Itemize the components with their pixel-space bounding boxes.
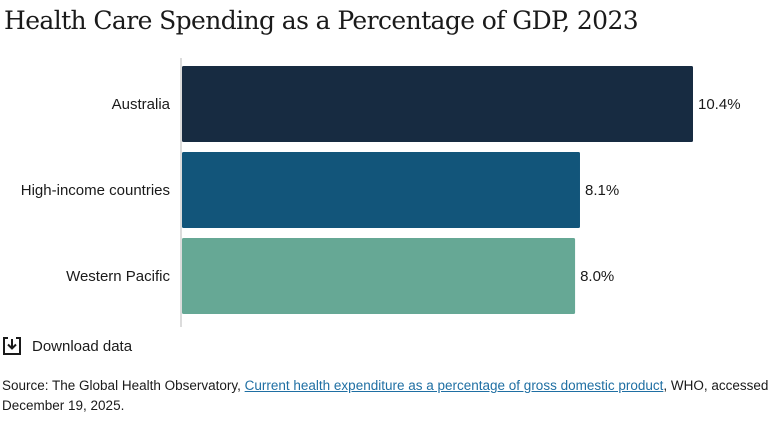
value-label: 8.0% bbox=[580, 268, 614, 285]
source-suffix: , WHO, accessed December 19, 2025. bbox=[2, 378, 769, 413]
bar-chart: Australia 10.4% High-income countries 8.1% W… bbox=[21, 58, 741, 327]
chart-title: Health Care Spending as a Percentage of … bbox=[4, 6, 639, 35]
source-link[interactable]: Current health expenditure as a percenta… bbox=[244, 378, 664, 393]
download-icon bbox=[2, 336, 22, 356]
value-label: 10.4% bbox=[698, 96, 741, 113]
category-label: High-income countries bbox=[21, 182, 170, 199]
bar-western-pacific bbox=[182, 238, 576, 314]
source-prefix: Source: The Global Health Observatory, bbox=[2, 378, 245, 393]
value-label: 8.1% bbox=[585, 182, 619, 199]
bar-high-income-countries bbox=[182, 152, 580, 228]
category-label: Western Pacific bbox=[66, 268, 170, 285]
source-note: Source: The Global Health Observatory, C… bbox=[2, 376, 772, 416]
bar-australia bbox=[182, 66, 693, 142]
download-data-button[interactable]: Download data bbox=[2, 336, 132, 356]
download-data-label: Download data bbox=[32, 337, 133, 355]
category-label: Australia bbox=[112, 96, 171, 113]
